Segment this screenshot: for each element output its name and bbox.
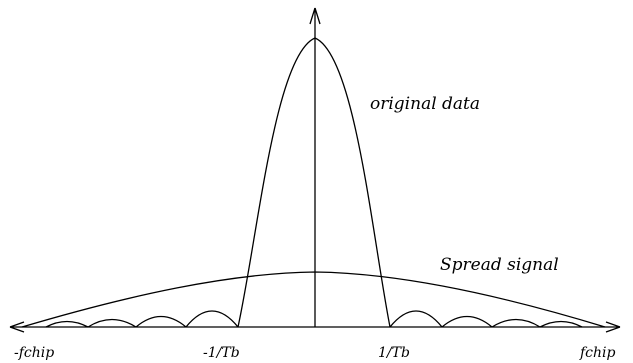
side-lobe-right-1 (389, 310, 443, 328)
frequency-axis-right-arrow (605, 321, 621, 333)
neg-inv-tb-label: -1/Tb (203, 345, 240, 361)
frequency-axis-left-arrow (9, 321, 25, 333)
power-axis-arrow (309, 7, 321, 25)
pos-fchip-label: fchip (579, 345, 616, 361)
side-lobe-left-1 (185, 310, 239, 328)
side-lobe-right-4 (539, 320, 583, 328)
axes (9, 7, 621, 333)
side-lobe-left-2 (135, 315, 187, 328)
original-data-side-lobes (45, 310, 583, 328)
spread-signal-curve (21, 271, 606, 328)
spread-signal-label: Spread signal (440, 255, 559, 275)
pos-inv-tb-label: 1/Tb (378, 345, 410, 361)
original-data-label: original data (370, 94, 480, 114)
neg-fchip-label: -fchip (14, 345, 54, 361)
side-lobe-left-4 (45, 320, 89, 328)
side-lobe-left-3 (87, 318, 137, 328)
side-lobe-right-2 (441, 315, 493, 328)
original-data-main-lobe (237, 37, 391, 328)
side-lobe-right-3 (491, 318, 541, 328)
